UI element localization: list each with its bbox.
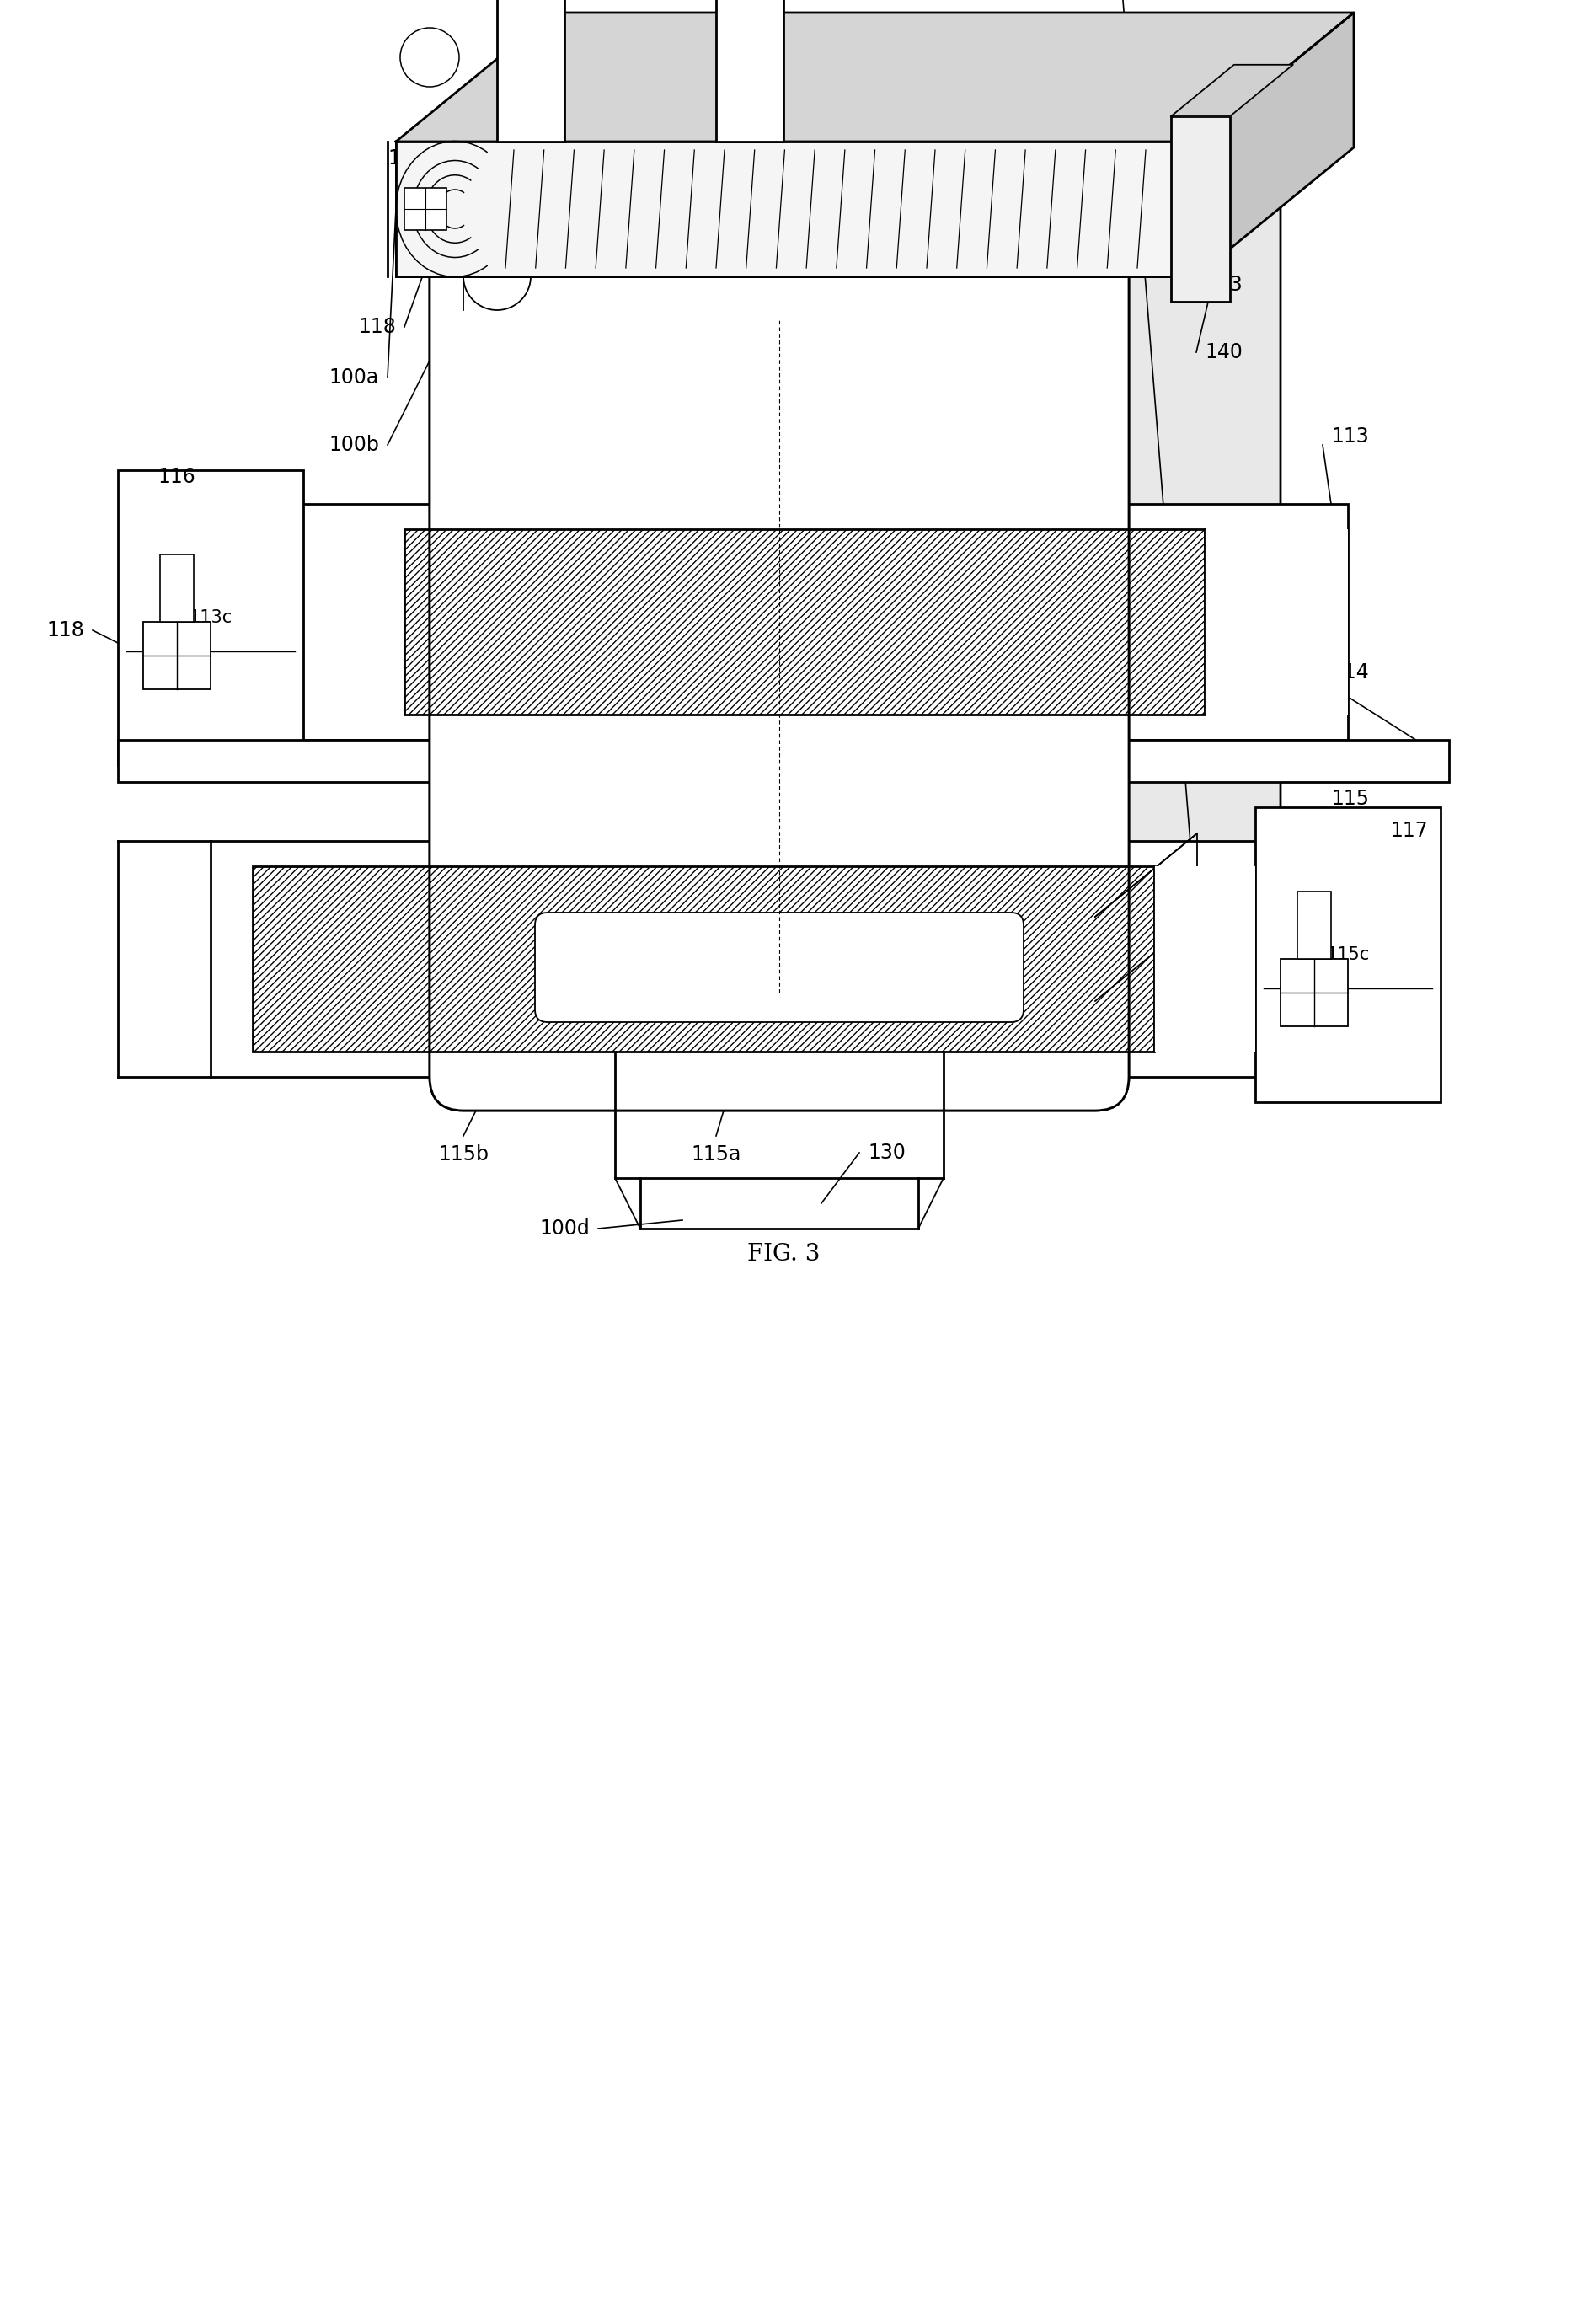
Bar xyxy=(404,188,446,230)
Text: 100b: 100b xyxy=(329,435,379,456)
Bar xyxy=(1171,116,1229,302)
Text: 113c: 113c xyxy=(189,609,233,625)
Bar xyxy=(118,469,303,765)
Text: 115c: 115c xyxy=(1327,946,1369,962)
Bar xyxy=(143,623,211,690)
FancyBboxPatch shape xyxy=(534,913,1023,1023)
FancyBboxPatch shape xyxy=(429,242,1129,1111)
Text: 114: 114 xyxy=(1154,223,1192,244)
Text: 113a: 113a xyxy=(759,400,808,421)
Text: 118: 118 xyxy=(358,316,396,337)
Text: 140: 140 xyxy=(1204,342,1242,363)
Text: D1: D1 xyxy=(1078,200,1107,218)
Text: 113: 113 xyxy=(1204,274,1242,295)
Text: 115: 115 xyxy=(1331,788,1369,809)
Text: 110: 110 xyxy=(1204,181,1242,202)
Text: 115b: 115b xyxy=(439,1143,489,1164)
Bar xyxy=(717,0,783,142)
Bar xyxy=(211,841,1306,1076)
Bar xyxy=(1281,960,1347,1027)
Text: 115a: 115a xyxy=(692,1143,740,1164)
Bar xyxy=(396,142,1196,277)
Text: 100c: 100c xyxy=(1204,906,1253,927)
Bar xyxy=(396,142,1196,277)
Text: FIG. 2: FIG. 2 xyxy=(747,63,821,86)
Bar xyxy=(404,530,1204,713)
Polygon shape xyxy=(464,125,1281,277)
Text: C: C xyxy=(794,249,808,270)
Text: FIG. 3: FIG. 3 xyxy=(747,1243,821,1264)
Bar xyxy=(1154,867,1254,1053)
Text: 113b: 113b xyxy=(506,400,556,421)
Polygon shape xyxy=(396,12,1353,142)
Bar xyxy=(497,0,564,142)
Text: 100a: 100a xyxy=(329,367,379,388)
Text: 117: 117 xyxy=(1390,820,1427,841)
FancyBboxPatch shape xyxy=(429,242,1129,1111)
Bar xyxy=(1254,806,1440,1102)
Text: 113: 113 xyxy=(1331,425,1369,446)
Text: 118: 118 xyxy=(47,621,85,641)
Text: 116: 116 xyxy=(159,467,196,488)
Text: 115: 115 xyxy=(1049,181,1086,202)
Polygon shape xyxy=(1171,65,1294,116)
Bar xyxy=(253,867,1154,1053)
Text: 114: 114 xyxy=(1331,662,1369,683)
Text: D2: D2 xyxy=(635,149,663,170)
Bar xyxy=(1297,892,1331,960)
Text: 100d: 100d xyxy=(539,1218,590,1239)
Text: 117: 117 xyxy=(872,174,910,193)
Bar xyxy=(1204,530,1347,713)
Text: 130: 130 xyxy=(868,1143,905,1162)
Bar xyxy=(253,504,1347,739)
Polygon shape xyxy=(1096,125,1281,1076)
Bar xyxy=(118,739,1449,781)
Bar xyxy=(160,555,193,623)
Text: 116: 116 xyxy=(459,191,497,211)
Text: 100c: 100c xyxy=(322,957,371,978)
Polygon shape xyxy=(1196,12,1353,277)
Text: 100: 100 xyxy=(388,149,426,170)
Text: 120: 120 xyxy=(1204,627,1242,648)
